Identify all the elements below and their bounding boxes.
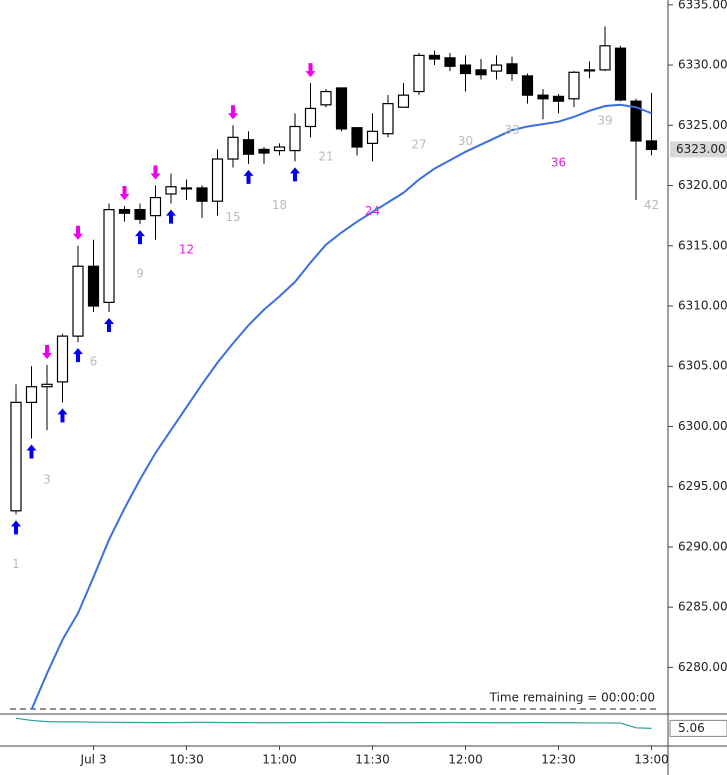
- candle-body: [196, 187, 208, 202]
- candle-body: [118, 209, 131, 214]
- candle-body: [25, 386, 38, 403]
- candle-body: [41, 383, 53, 388]
- bar-number: 3: [43, 473, 51, 487]
- candle-body: [165, 186, 177, 195]
- y-tick-label: 6310.00: [678, 299, 727, 313]
- candle-body: [258, 148, 270, 154]
- x-tick-label: 11:00: [262, 753, 297, 767]
- indicator-line: [15, 717, 652, 729]
- buy-arrow: [290, 167, 300, 182]
- candle-body: [304, 107, 317, 128]
- candle-body: [335, 87, 348, 130]
- candle-body: [506, 63, 518, 75]
- buy-arrow: [26, 444, 37, 459]
- candle-body: [366, 130, 379, 144]
- candle-body: [149, 196, 162, 217]
- candle-body: [645, 140, 658, 150]
- bar-number: 42: [644, 198, 659, 212]
- x-tick-label: 10:30: [169, 753, 204, 767]
- buy-arrow: [73, 348, 83, 363]
- y-tick-label: 6335.00: [678, 0, 727, 11]
- candle-body: [10, 401, 22, 512]
- bar-number: 36: [551, 156, 566, 170]
- sell-arrow: [73, 225, 83, 240]
- buy-arrow: [243, 169, 254, 184]
- sell-arrow: [228, 105, 238, 120]
- y-tick-label: 6320.00: [678, 178, 727, 192]
- candle-body: [490, 64, 503, 72]
- x-tick-label: 12:30: [541, 753, 576, 767]
- bar-number: 33: [504, 123, 519, 137]
- candle-body: [568, 71, 580, 100]
- x-tick-label: 12:00: [448, 753, 483, 767]
- sell-arrow: [305, 63, 316, 78]
- candle-body: [273, 146, 286, 152]
- candle-body: [397, 94, 410, 108]
- bar-number: 12: [179, 242, 194, 256]
- candle-body: [599, 45, 611, 71]
- sell-arrow: [119, 186, 130, 201]
- buy-arrow: [166, 209, 176, 224]
- bar-number: 15: [225, 210, 240, 224]
- candle-body: [180, 187, 193, 190]
- x-tick-label: 13:00: [634, 753, 669, 767]
- candle-body: [475, 69, 487, 76]
- buy-arrow: [135, 230, 145, 245]
- bar-number: 39: [597, 114, 612, 128]
- candle-body: [583, 69, 596, 72]
- candle-body: [227, 136, 239, 160]
- candle-body: [134, 209, 146, 220]
- buy-arrow: [11, 520, 21, 535]
- bar-number: 21: [318, 150, 333, 164]
- candle-body: [537, 94, 549, 100]
- indicator-value-box: [669, 719, 727, 737]
- time-remaining: Time remaining = 00:00:00: [489, 691, 655, 705]
- candle-body: [521, 75, 534, 96]
- candle-body: [444, 57, 456, 67]
- candle-body: [289, 125, 301, 152]
- last-price-label: 6323.00: [676, 142, 726, 156]
- candle-body: [320, 90, 332, 106]
- candle-body: [72, 265, 84, 337]
- x-tick-label: 11:30: [355, 753, 390, 767]
- y-tick-label: 6300.00: [678, 419, 727, 433]
- y-tick-label: 6315.00: [678, 238, 727, 252]
- candle-body: [459, 64, 472, 75]
- candle-body: [630, 100, 642, 142]
- y-tick-label: 6285.00: [678, 600, 727, 614]
- sell-arrow: [42, 345, 52, 360]
- indicator-value-label: 5.06: [678, 721, 705, 735]
- candle-body: [614, 47, 627, 101]
- x-tick-label: Jul 3: [80, 753, 107, 767]
- candle-body: [242, 139, 255, 155]
- candle-body: [87, 265, 100, 307]
- bar-number: 9: [136, 267, 144, 281]
- sell-arrow: [150, 165, 161, 180]
- candle-body: [56, 335, 69, 383]
- last-price-box: [670, 141, 727, 158]
- moving-average-line: [30, 103, 652, 710]
- buy-arrow: [57, 408, 68, 423]
- y-tick-label: 6330.00: [678, 58, 727, 72]
- bar-number: 27: [411, 138, 426, 152]
- bar-number: 1: [12, 557, 20, 571]
- y-tick-label: 6325.00: [678, 118, 727, 132]
- candle-body: [351, 127, 363, 148]
- candle-body: [211, 158, 224, 202]
- bar-number: 30: [458, 134, 473, 148]
- buy-arrow: [104, 318, 114, 333]
- candle-body: [103, 209, 115, 303]
- y-tick-label: 6290.00: [678, 539, 727, 553]
- candle-body: [428, 54, 441, 60]
- bar-number: 18: [272, 198, 287, 212]
- candle-body: [382, 103, 394, 135]
- y-tick-label: 6295.00: [678, 479, 727, 493]
- candle-body: [552, 95, 565, 102]
- bar-number: 24: [365, 204, 380, 218]
- y-tick-label: 6280.00: [678, 660, 727, 674]
- y-tick-label: 6305.00: [678, 359, 727, 373]
- candle-body: [413, 54, 425, 93]
- bar-number: 6: [90, 355, 98, 369]
